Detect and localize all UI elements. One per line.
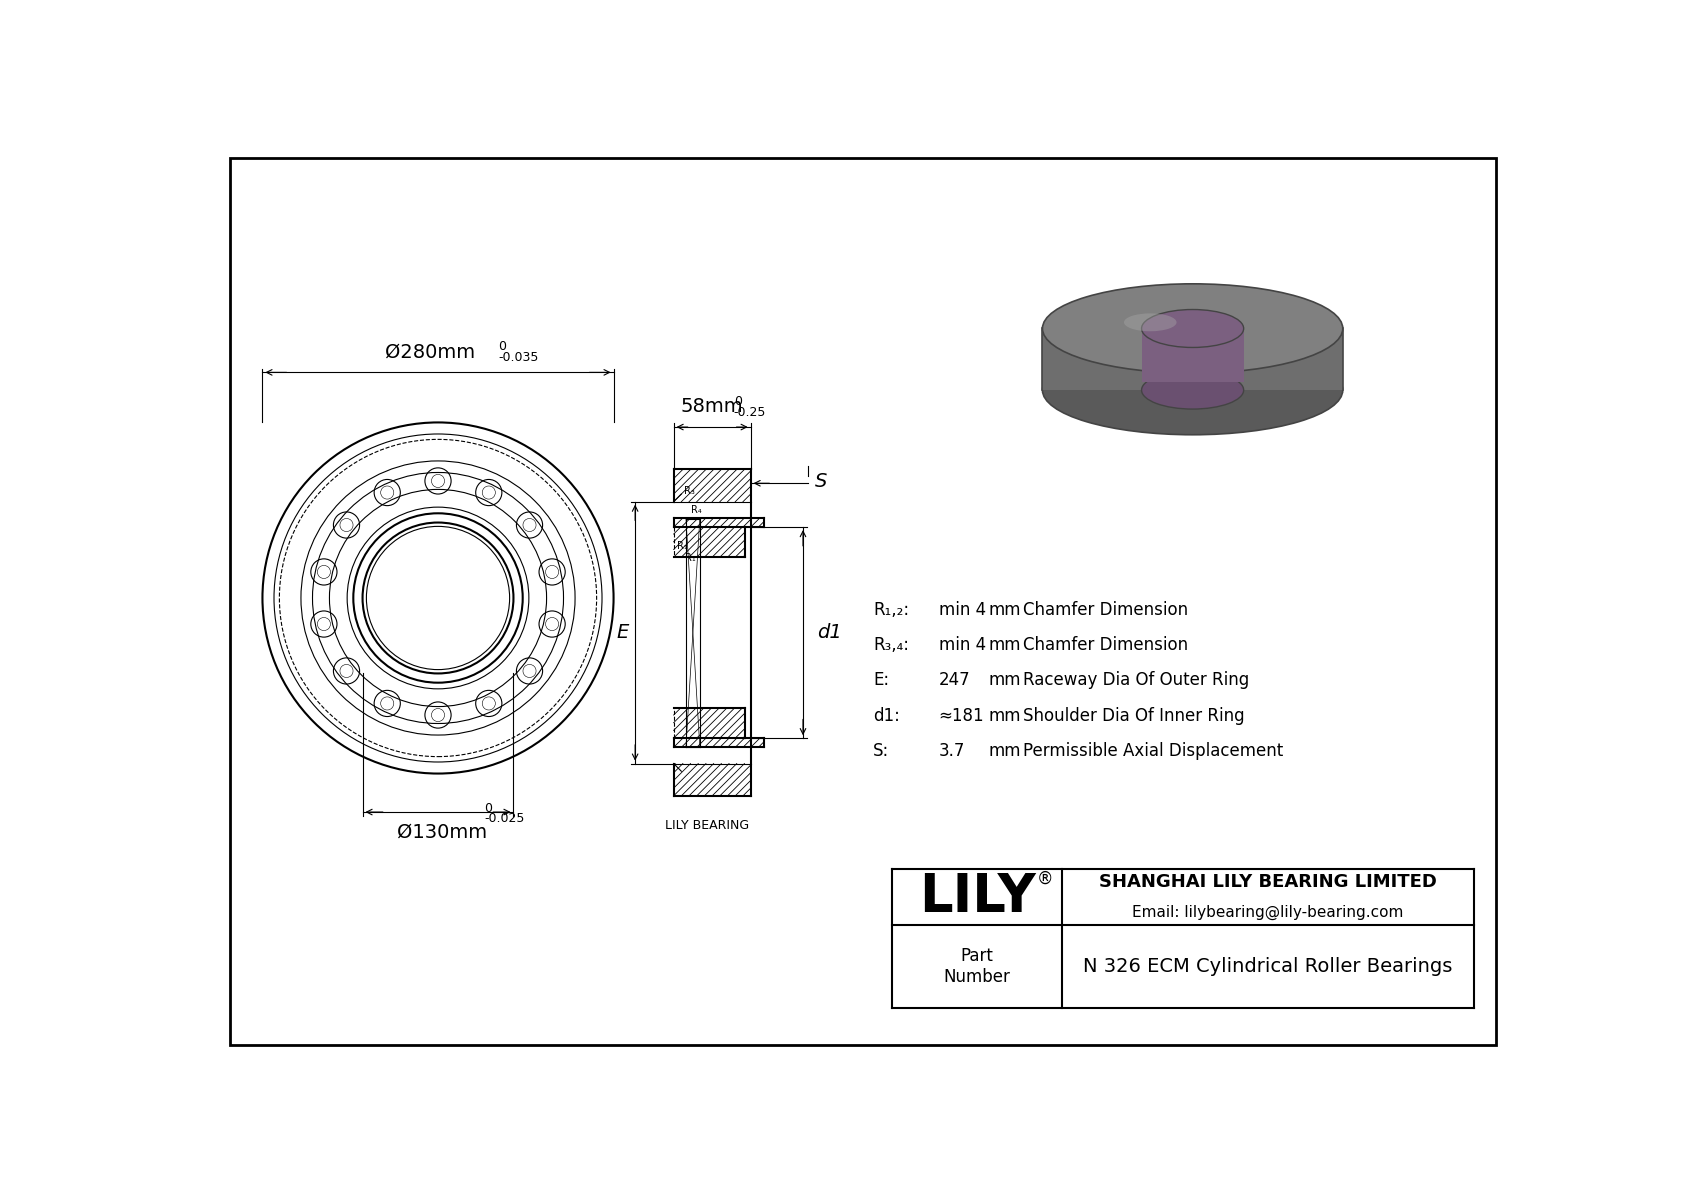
Text: 0: 0	[498, 341, 507, 353]
Text: R₃: R₃	[684, 486, 695, 495]
Text: S:: S:	[872, 742, 889, 760]
Text: Email: lilybearing@lily-bearing.com: Email: lilybearing@lily-bearing.com	[1132, 905, 1403, 921]
Text: LILY BEARING: LILY BEARING	[665, 819, 749, 833]
Text: ≈181: ≈181	[938, 706, 983, 725]
Text: mm: mm	[989, 600, 1021, 618]
Text: Ø280mm: Ø280mm	[386, 343, 475, 362]
Text: Raceway Dia Of Outer Ring: Raceway Dia Of Outer Ring	[1024, 672, 1250, 690]
Text: Permissible Axial Displacement: Permissible Axial Displacement	[1024, 742, 1283, 760]
Text: R₁: R₁	[685, 553, 695, 563]
Text: 58mm: 58mm	[680, 398, 743, 417]
Text: Shoulder Dia Of Inner Ring: Shoulder Dia Of Inner Ring	[1024, 706, 1244, 725]
FancyBboxPatch shape	[1042, 329, 1342, 391]
Text: ®: ®	[1037, 869, 1054, 887]
Text: -0.035: -0.035	[498, 351, 539, 364]
Text: R₄: R₄	[690, 505, 701, 515]
Text: min 4: min 4	[938, 600, 985, 618]
Text: d1:: d1:	[872, 706, 899, 725]
Ellipse shape	[1042, 345, 1342, 435]
Text: 0: 0	[485, 802, 492, 815]
Text: Part
Number: Part Number	[943, 947, 1010, 986]
Text: E: E	[616, 623, 630, 642]
Text: S: S	[815, 472, 827, 491]
Text: d1: d1	[817, 623, 842, 642]
Text: Chamfer Dimension: Chamfer Dimension	[1024, 636, 1189, 654]
Text: mm: mm	[989, 742, 1021, 760]
Text: R₁,₂:: R₁,₂:	[872, 600, 909, 618]
Text: N 326 ECM Cylindrical Roller Bearings: N 326 ECM Cylindrical Roller Bearings	[1083, 956, 1452, 975]
Ellipse shape	[1042, 283, 1342, 373]
Text: 3.7: 3.7	[938, 742, 965, 760]
Text: R₁: R₁	[677, 541, 689, 550]
Text: Ø130mm: Ø130mm	[397, 823, 487, 842]
Text: -0.025: -0.025	[485, 812, 525, 825]
Text: SHANGHAI LILY BEARING LIMITED: SHANGHAI LILY BEARING LIMITED	[1098, 873, 1436, 891]
Ellipse shape	[1123, 313, 1177, 331]
Text: mm: mm	[989, 636, 1021, 654]
Text: E:: E:	[872, 672, 889, 690]
Text: min 4: min 4	[938, 636, 985, 654]
Ellipse shape	[1142, 372, 1244, 409]
Ellipse shape	[1142, 310, 1244, 348]
Text: R₃,₄:: R₃,₄:	[872, 636, 909, 654]
Text: mm: mm	[989, 672, 1021, 690]
Text: 0: 0	[734, 394, 741, 407]
Text: LILY: LILY	[919, 871, 1036, 923]
Text: Chamfer Dimension: Chamfer Dimension	[1024, 600, 1189, 618]
Text: mm: mm	[989, 706, 1021, 725]
FancyBboxPatch shape	[1142, 329, 1244, 382]
Text: -0.25: -0.25	[734, 406, 766, 418]
Text: 247: 247	[938, 672, 970, 690]
